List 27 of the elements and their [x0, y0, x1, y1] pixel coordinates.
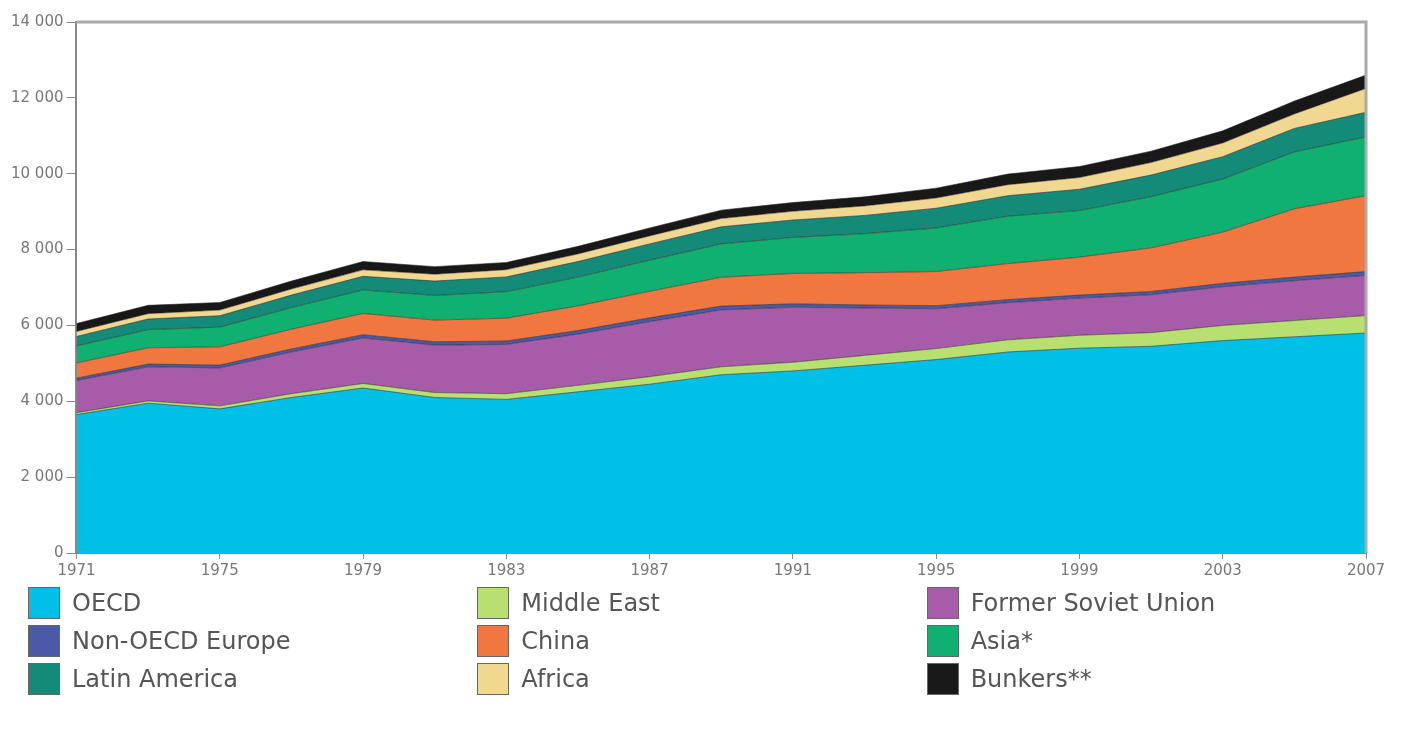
x-tick-label: 1975	[200, 560, 239, 579]
legend-label: Non-OECD Europe	[72, 627, 291, 655]
legend-label: Latin America	[72, 665, 238, 693]
legend-label: Asia*	[970, 627, 1033, 655]
y-tick-label: 0	[53, 542, 64, 561]
legend-label: Bunkers**	[970, 665, 1092, 693]
y-tick-label: 10 000	[10, 163, 64, 182]
legend-label: China	[521, 627, 590, 655]
y-tick-label: 8 000	[20, 239, 64, 258]
x-tick-label: 1991	[773, 560, 812, 579]
x-tick-label: 2003	[1203, 560, 1242, 579]
y-tick-label: 6 000	[20, 315, 64, 334]
legend-label: OECD	[72, 589, 142, 617]
y-tick-label: 2 000	[20, 467, 64, 486]
legend-label: Former Soviet Union	[970, 589, 1216, 617]
y-tick-label: 4 000	[20, 391, 64, 410]
x-tick-label: 1987	[630, 560, 669, 579]
x-tick-label: 1999	[1060, 560, 1099, 579]
x-tick-label: 1979	[343, 560, 383, 579]
legend-label: Africa	[521, 665, 590, 693]
y-tick-label: 12 000	[10, 87, 64, 106]
x-tick-label: 1983	[487, 560, 526, 579]
x-tick-label: 2007	[1346, 560, 1386, 579]
y-tick-label: 14 000	[10, 11, 64, 30]
x-tick-label: 1971	[57, 560, 96, 579]
legend-label: Middle East	[521, 589, 661, 617]
x-tick-label: 1995	[917, 560, 956, 579]
